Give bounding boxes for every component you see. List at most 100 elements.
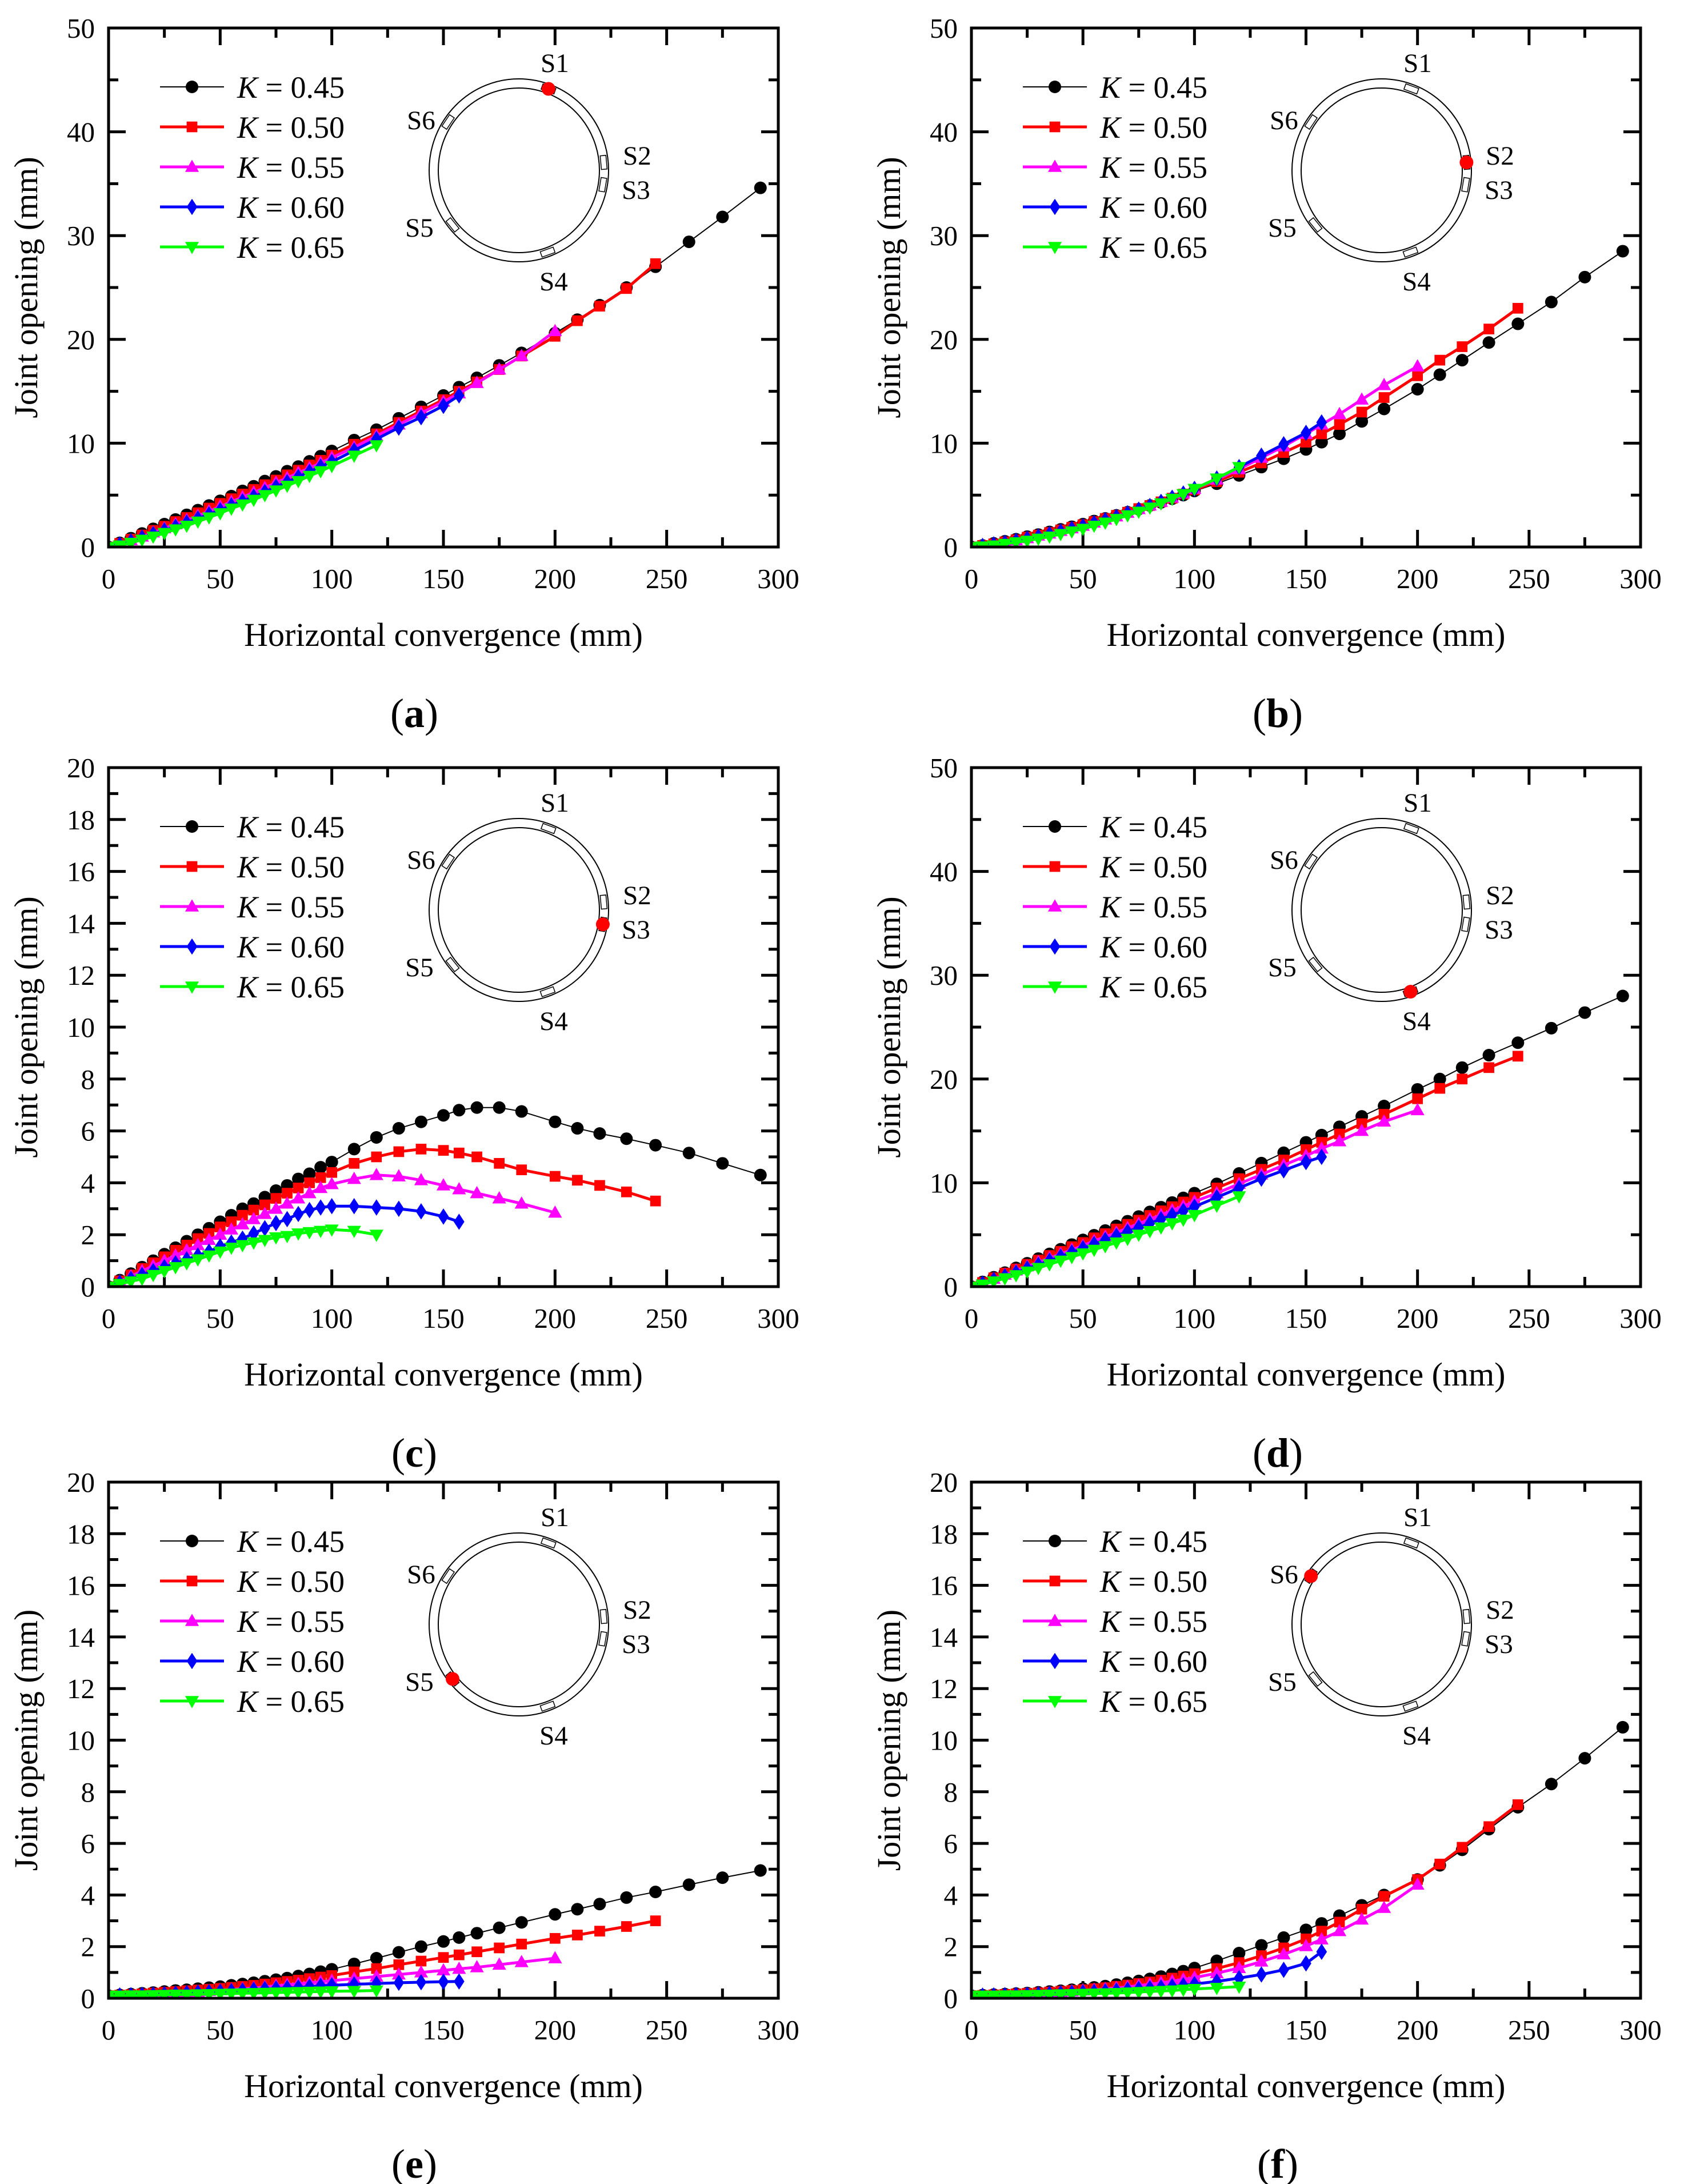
marker-diamond — [393, 419, 405, 436]
marker-triangle-down — [224, 1989, 238, 1998]
marker-triangle-down — [157, 528, 171, 541]
legend-label-var: K — [1099, 930, 1122, 964]
marker-circle — [437, 1109, 450, 1122]
marker-triangle-up — [347, 1171, 361, 1184]
marker-diamond — [415, 409, 427, 426]
series-line — [109, 1147, 656, 1287]
series-060 — [971, 1148, 1327, 1287]
marker-square — [453, 1949, 465, 1961]
marker-triangle-down — [291, 1987, 306, 1998]
legend-label-var: K — [237, 890, 259, 924]
legend-item: K = 0.55 — [160, 150, 345, 185]
legend-item: K = 0.65 — [160, 1684, 345, 1719]
marker-circle — [1482, 1049, 1495, 1062]
legend-label: K = 0.50 — [1099, 850, 1207, 884]
ring-outer — [429, 818, 609, 1002]
marker-diamond — [326, 1977, 338, 1994]
legend-label-value: = 0.45 — [1121, 1524, 1207, 1559]
marker-triangle-down — [280, 1231, 294, 1244]
joint-label: S3 — [1485, 915, 1513, 945]
marker-triangle-up — [1332, 1134, 1347, 1147]
marker-triangle-up — [452, 1961, 466, 1974]
marker-triangle-down — [246, 1237, 261, 1250]
marker-square — [259, 1199, 270, 1211]
marker-square — [393, 1146, 405, 1157]
y-tick-label: 50 — [930, 13, 958, 44]
marker-circle — [470, 1101, 483, 1114]
marker-square — [415, 1144, 427, 1155]
marker-triangle-up — [1332, 406, 1347, 420]
x-axis-title: Horizontal convergence (mm) — [1107, 1356, 1506, 1393]
marker-triangle-down — [1042, 532, 1057, 544]
marker-circle — [1433, 1072, 1446, 1085]
marker-triangle-down — [185, 1696, 199, 1708]
marker-square — [1356, 406, 1367, 418]
marker-circle — [414, 1940, 427, 1953]
ring-inner — [438, 1542, 600, 1707]
x-tick-label: 150 — [1285, 563, 1327, 594]
series-065 — [109, 440, 383, 547]
marker-triangle-down — [191, 1254, 205, 1267]
joint-label: S5 — [405, 1667, 434, 1697]
y-tick-label: 50 — [67, 13, 95, 44]
marker-circle — [1482, 336, 1495, 349]
legend-label-value: = 0.60 — [1121, 1644, 1207, 1679]
legend-label: K = 0.55 — [237, 150, 345, 185]
legend-label: K = 0.60 — [237, 1644, 345, 1679]
marker-diamond — [315, 1199, 326, 1216]
marker-circle — [593, 1898, 606, 1911]
legend-item: K = 0.45 — [1023, 1524, 1207, 1559]
marker-circle — [303, 1167, 316, 1180]
marker-triangle-up — [1354, 1123, 1369, 1136]
legend-label-value: = 0.50 — [1121, 850, 1207, 884]
ring-inner — [438, 827, 600, 993]
marker-square — [1049, 121, 1061, 133]
marker-diamond — [1301, 1153, 1311, 1171]
y-tick-label: 4 — [81, 1167, 95, 1199]
y-axis-title: Joint opening (mm) — [7, 157, 45, 418]
series-050 — [971, 302, 1523, 547]
joint-label: S5 — [1268, 213, 1297, 243]
marker-circle — [325, 1156, 338, 1169]
marker-diamond — [226, 1234, 237, 1251]
marker-triangle-down — [246, 494, 261, 508]
x-tick-label: 0 — [102, 2014, 116, 2046]
marker-circle — [682, 1147, 695, 1160]
marker-diamond — [415, 1974, 427, 1991]
marker-triangle-down — [1054, 529, 1068, 541]
legend-item: K = 0.50 — [160, 110, 345, 145]
x-tick-label: 100 — [311, 563, 353, 594]
marker-square — [650, 1195, 661, 1207]
legend-label-value: = 0.45 — [1121, 810, 1207, 844]
x-axis-title: Horizontal convergence (mm) — [1107, 616, 1506, 653]
marker-diamond — [304, 1201, 315, 1219]
marker-triangle-up — [1354, 1912, 1369, 1925]
highlighted-joint-dot — [1459, 155, 1474, 170]
x-tick-label: 200 — [1397, 563, 1439, 594]
marker-square — [650, 1915, 661, 1926]
series-065 — [109, 1224, 383, 1287]
legend-item: K = 0.50 — [1023, 850, 1207, 884]
y-axis-title: Joint opening (mm) — [7, 896, 45, 1158]
y-tick-label: 30 — [67, 220, 95, 251]
marker-triangle-up — [291, 1191, 306, 1204]
panel-label: (c) — [391, 1430, 437, 1476]
plot-area — [971, 989, 1629, 1287]
marker-circle — [470, 1927, 483, 1940]
marker-diamond — [1049, 1652, 1061, 1670]
marker-diamond — [326, 1197, 338, 1215]
y-axis-title: Joint opening (mm) — [870, 157, 907, 418]
joint-label: S1 — [1403, 49, 1432, 78]
legend-label: K = 0.60 — [1099, 930, 1207, 964]
legend-label: K = 0.60 — [1099, 190, 1207, 225]
series-line — [971, 1727, 1623, 1997]
marker-square — [621, 283, 632, 294]
marker-square — [572, 1175, 583, 1186]
marker-triangle-down — [986, 540, 1001, 547]
y-tick-label: 12 — [67, 960, 95, 991]
marker-square — [494, 1158, 505, 1169]
marker-square — [572, 315, 583, 326]
marker-diamond — [237, 1230, 248, 1247]
y-tick-label: 8 — [81, 1064, 95, 1095]
marker-square — [393, 1959, 405, 1970]
